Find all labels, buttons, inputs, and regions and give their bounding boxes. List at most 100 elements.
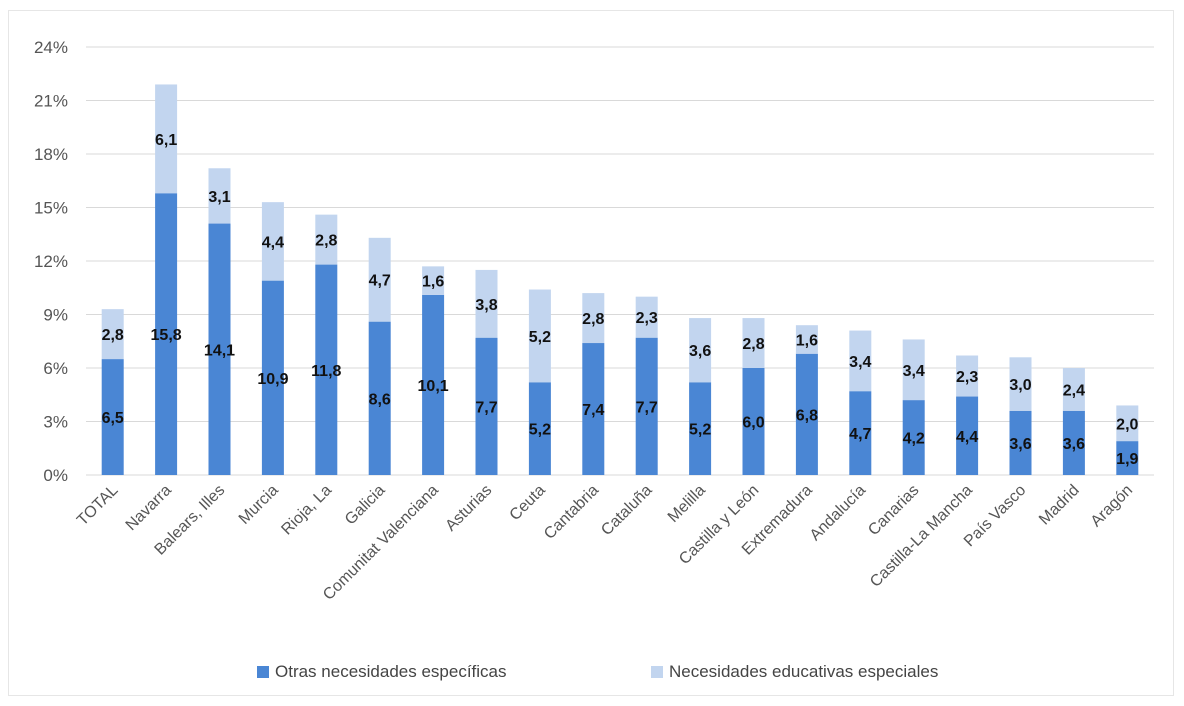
bar-otras-14 [849,391,872,475]
data-label-nee: 2,0 [1116,416,1138,433]
bar-nee-0 [101,309,124,360]
bar-otras-0 [101,359,124,475]
x-category-label: Madrid [1036,482,1083,529]
bar-otras-10 [635,337,658,475]
legend-swatch-0 [257,666,269,678]
bar-otras-15 [902,400,925,475]
data-label-otras: 3,6 [1009,436,1031,453]
data-label-otras: 5,2 [689,422,711,439]
data-label-otras: 11,8 [311,363,341,380]
gridlines [86,46,1154,476]
bar-nee-10 [635,296,658,338]
data-label-nee: 2,8 [742,336,764,353]
data-label-nee: 3,8 [475,297,497,314]
y-tick-label: 24% [34,38,68,57]
bar-otras-4 [315,264,338,475]
data-label-otras: 1,9 [1116,451,1138,468]
x-category-label: Asturias [442,482,495,535]
bar-otras-3 [261,280,284,475]
data-label-otras: 6,0 [742,415,764,432]
data-label-otras: 3,6 [1063,436,1085,453]
bar-otras-5 [368,321,391,475]
data-label-otras: 7,7 [636,399,658,416]
data-label-nee: 2,3 [956,369,978,386]
y-tick-label: 18% [34,145,68,164]
bar-nee-6 [422,266,445,295]
data-label-nee: 5,2 [529,329,551,346]
bar-nee-3 [261,202,284,281]
data-label-otras: 5,2 [529,422,551,439]
bar-otras-18 [1062,410,1085,475]
bar-nee-12 [742,318,765,368]
data-label-nee: 2,4 [1063,382,1085,399]
data-label-nee: 2,8 [102,327,124,344]
data-label-nee: 2,8 [582,311,604,328]
data-label-otras: 7,7 [475,399,497,416]
bar-otras-2 [208,223,231,475]
y-tick-label: 15% [34,199,68,218]
bar-otras-17 [1009,410,1032,475]
x-category-label: Aragón [1088,482,1137,531]
x-category-label: Murcia [236,482,282,528]
bar-otras-6 [422,294,445,475]
bar-nee-15 [902,339,925,401]
data-label-nee: 3,4 [903,363,925,380]
y-tick-label: 6% [43,359,68,378]
x-category-label: Galicia [342,482,389,529]
bar-otras-12 [742,368,765,475]
data-labels: 6,5 2,8 15,8 6,1 14,1 3,1 10,9 4,4 11,8 2,8 8,6 4,7… [102,132,1139,468]
y-tick-label: 3% [43,413,68,432]
data-label-nee: 3,6 [689,343,711,360]
y-tick-label: 9% [43,306,68,325]
bars [101,84,1139,475]
data-label-otras: 7,4 [582,402,604,419]
x-category-label: Ceuta [507,482,549,524]
bar-nee-2 [208,168,231,224]
bar-nee-11 [689,318,712,383]
data-label-otras: 15,8 [151,327,182,344]
bar-otras-11 [689,382,712,475]
bar-nee-18 [1062,368,1085,411]
y-tick-label: 12% [34,252,68,271]
data-label-otras: 10,9 [257,371,288,388]
bar-otras-13 [795,353,818,475]
legend: Otras necesidades específicas Necesidades… [257,662,938,681]
x-category-label: Navarra [123,482,175,534]
data-label-nee: 1,6 [796,332,818,349]
bar-nee-7 [475,269,498,338]
x-category-label: Cataluña [598,482,655,539]
legend-label-1: Necesidades educativas especiales [669,662,938,681]
data-label-nee: 2,3 [636,310,658,327]
y-tick-label: 21% [34,92,68,111]
data-label-nee: 4,4 [262,234,284,251]
data-label-nee: 2,8 [315,233,337,250]
x-category-label: Castilla-La Mancha [867,482,976,591]
bar-otras-16 [956,396,979,475]
data-label-nee: 3,4 [849,354,871,371]
x-category-label: Rioja, La [278,482,335,539]
bar-nee-9 [582,293,605,344]
stacked-bar-chart: 0% 3% 6% 9% 12% 15% 18% 21% 24% 6,5 2,8 15,8 6,1 14,… [34,38,1154,681]
x-category-label: Cantabria [541,482,602,543]
data-label-otras: 10,1 [418,378,449,395]
data-label-otras: 8,6 [369,391,391,408]
bar-nee-1 [155,84,178,194]
bar-nee-8 [528,289,551,383]
data-label-otras: 6,5 [102,410,124,427]
bar-nee-17 [1009,357,1032,411]
bar-otras-9 [582,343,605,475]
y-axis: 0% 3% 6% 9% 12% 15% 18% 21% 24% [34,38,68,485]
x-category-label: Andalucía [807,482,869,544]
y-tick-label: 0% [43,466,68,485]
bar-otras-7 [475,337,498,475]
bar-otras-19 [1116,441,1139,475]
bar-nee-13 [795,325,818,354]
bar-nee-4 [315,214,338,265]
legend-label-0: Otras necesidades específicas [275,662,507,681]
data-label-otras: 4,7 [849,426,871,443]
data-label-otras: 14,1 [204,342,235,359]
bar-nee-16 [956,355,979,397]
chart-frame: 0% 3% 6% 9% 12% 15% 18% 21% 24% 6,5 2,8 15,8 6,1 14,… [8,10,1174,696]
data-label-otras: 4,4 [956,429,978,446]
